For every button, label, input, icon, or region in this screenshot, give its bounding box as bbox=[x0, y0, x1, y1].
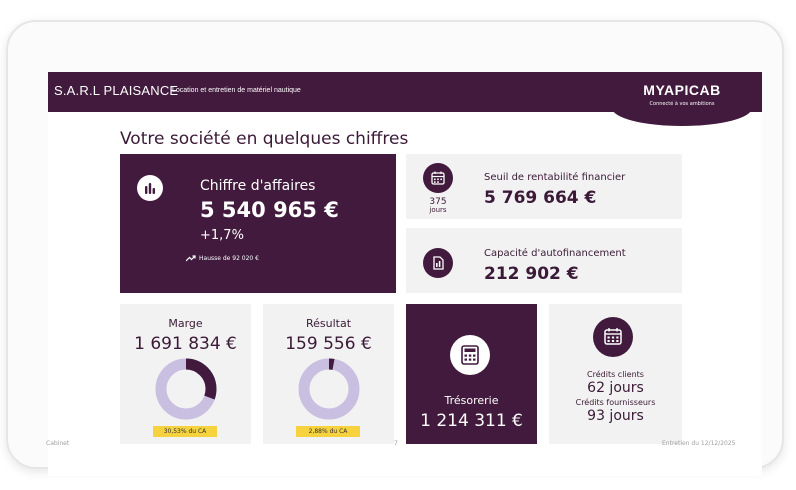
slide: S.A.R.L PLAISANCE Location et entretien … bbox=[48, 72, 762, 476]
resultat-value: 159 556 € bbox=[285, 334, 372, 354]
document-icon bbox=[423, 248, 453, 278]
tile-capacite-autofinancement: Capacité d'autofinancement 212 902 € bbox=[406, 228, 682, 293]
ca-change: +1,7% bbox=[200, 228, 244, 243]
marge-label: Marge bbox=[168, 317, 203, 330]
resultat-donut-track bbox=[298, 358, 360, 420]
credits-clients-label: Crédits clients bbox=[587, 370, 644, 379]
resultat-label: Résultat bbox=[305, 317, 352, 330]
calendar-icon bbox=[593, 317, 633, 357]
tresorerie-value: 1 214 311 € bbox=[420, 411, 523, 431]
tile-resultat: Résultat 159 556 € 2,88% du CA bbox=[263, 304, 394, 444]
tile-seuil-rentabilite: 375 jours Seuil de rentabilité financier… bbox=[406, 154, 682, 219]
calendar-icon bbox=[423, 163, 453, 193]
logo: MYAPICAB bbox=[643, 82, 721, 98]
capacite-value: 212 902 € bbox=[484, 264, 579, 284]
footer-right: Entretien du 12/12/2025 bbox=[662, 440, 736, 447]
seuil-label: Seuil de rentabilité financier bbox=[484, 172, 626, 183]
resultat-badge: 2,88% du CA bbox=[296, 426, 360, 437]
seuil-value: 5 769 664 € bbox=[484, 188, 597, 208]
calculator-icon bbox=[450, 335, 490, 375]
marge-value: 1 691 834 € bbox=[134, 334, 237, 354]
resultat-donut bbox=[298, 358, 360, 420]
company-subtitle: Location et entretien de matériel nautiq… bbox=[172, 87, 301, 94]
footer-page-number: 7 bbox=[394, 440, 398, 447]
resultat-donut-fill bbox=[298, 358, 360, 420]
trend-up-icon bbox=[185, 255, 196, 262]
ca-value: 5 540 965 € bbox=[200, 198, 339, 222]
tablet-frame: S.A.R.L PLAISANCE Location et entretien … bbox=[6, 20, 784, 476]
marge-donut bbox=[155, 358, 217, 420]
ca-trend: Hausse de 92 020 € bbox=[185, 255, 259, 262]
tile-chiffre-affaires: Chiffre d'affaires 5 540 965 € +1,7% Hau… bbox=[120, 154, 396, 293]
tresorerie-label: Trésorerie bbox=[444, 394, 499, 407]
logo-tagline: Connecté à vos ambitions bbox=[649, 101, 715, 107]
page-title: Votre société en quelques chiffres bbox=[120, 129, 409, 149]
bar-chart-icon bbox=[137, 175, 163, 201]
company-name: S.A.R.L PLAISANCE bbox=[54, 83, 179, 98]
marge-badge: 30,53% du CA bbox=[153, 426, 217, 437]
brand-logo-tab: MYAPICAB Connecté à vos ambitions bbox=[612, 72, 752, 126]
footer-left: Cabinet bbox=[46, 440, 70, 447]
seuil-days: 375 bbox=[429, 197, 447, 207]
seuil-days-unit: jours bbox=[429, 206, 447, 214]
capacite-label: Capacité d'autofinancement bbox=[484, 248, 626, 259]
tile-tresorerie: Trésorerie 1 214 311 € bbox=[406, 304, 537, 444]
tile-marge: Marge 1 691 834 € 30,53% du CA bbox=[120, 304, 251, 444]
credits-fournisseurs-value: 93 jours bbox=[587, 408, 644, 424]
tile-credits: Crédits clients 62 jours Crédits fournis… bbox=[549, 304, 682, 444]
ca-label: Chiffre d'affaires bbox=[200, 178, 316, 194]
marge-donut-fill bbox=[155, 358, 217, 420]
credits-clients-value: 62 jours bbox=[587, 380, 644, 396]
ca-trend-text: Hausse de 92 020 € bbox=[199, 255, 259, 262]
credits-fournisseurs-label: Crédits fournisseurs bbox=[575, 398, 656, 407]
